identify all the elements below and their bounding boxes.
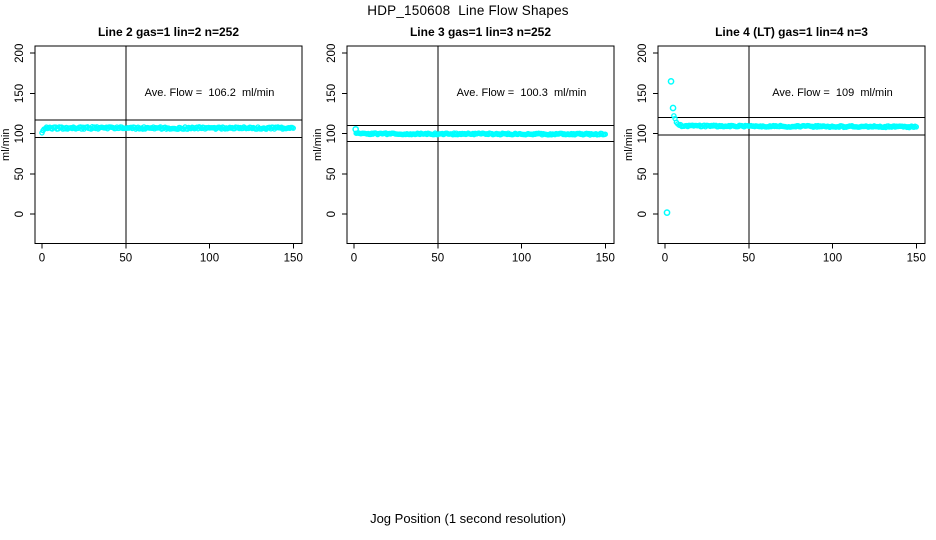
outlier-point — [352, 125, 360, 133]
y-tick-label: 150 — [14, 84, 26, 103]
flow-panel-1: 0 50 100 150 200 ml/min 0 50 100 150 Line 2 gas=1 … — [0, 25, 303, 265]
x-tick-label: 150 — [907, 253, 926, 265]
x-tick-label: 150 — [596, 253, 615, 265]
y-tick-label: 0 — [637, 211, 649, 217]
y-axis-label: ml/min — [623, 129, 635, 161]
x-tick-label: 0 — [39, 253, 45, 265]
ave-flow-annotation: Ave. Flow = 100.3 ml/min — [457, 87, 587, 99]
page-title: HDP_150608 Line Flow Shapes — [367, 3, 569, 18]
plot-box — [657, 45, 926, 244]
x-tick-label: 150 — [284, 253, 303, 265]
y-tick-label: 0 — [326, 211, 338, 217]
x-tick-label: 50 — [431, 253, 444, 265]
x-axis-label: Jog Position (1 second resolution) — [370, 511, 566, 526]
y-tick-label: 200 — [637, 44, 649, 63]
outlier-point — [667, 78, 675, 85]
y-axis-label: ml/min — [0, 129, 12, 161]
x-tick-label: 100 — [200, 253, 219, 265]
y-tick-label: 200 — [14, 44, 26, 63]
data-point — [290, 125, 296, 131]
data-point — [913, 124, 919, 130]
x-tick-label: 50 — [742, 253, 755, 265]
y-tick-label: 100 — [637, 124, 649, 143]
data-point — [602, 131, 608, 137]
plot-box — [346, 45, 615, 244]
flow-panel-2: 0 50 100 150 200 ml/min 0 50 100 150 Line 3 gas=1 … — [312, 25, 615, 265]
x-tick-label: 100 — [512, 253, 531, 265]
y-tick-label: 50 — [637, 168, 649, 181]
data-point — [671, 113, 677, 119]
y-tick-label: 100 — [14, 124, 26, 143]
y-tick-label: 150 — [326, 84, 338, 103]
outlier-point — [669, 104, 677, 112]
flow-panel-3: 0 50 100 150 200 ml/min 0 50 100 150 Line 4 (LT) g… — [623, 25, 926, 265]
plot-box — [34, 45, 303, 244]
x-tick-label: 50 — [119, 253, 132, 265]
y-axis-label: ml/min — [312, 129, 324, 161]
panel-title: Line 4 (LT) gas=1 lin=4 n=3 — [715, 25, 868, 39]
x-tick-label: 100 — [823, 253, 842, 265]
panel-title: Line 3 gas=1 lin=3 n=252 — [410, 25, 551, 39]
outlier-point — [663, 209, 671, 216]
y-tick-label: 150 — [637, 84, 649, 103]
panels-container: 0 50 100 150 200 ml/min 0 50 100 150 Line 2 gas=1 … — [0, 25, 926, 265]
x-tick-label: 0 — [351, 253, 357, 265]
panel-title: Line 2 gas=1 lin=2 n=252 — [98, 25, 239, 39]
x-tick-label: 0 — [662, 253, 668, 265]
ave-flow-annotation: Ave. Flow = 109 ml/min — [772, 87, 893, 99]
y-tick-label: 0 — [14, 211, 26, 217]
y-tick-label: 50 — [14, 168, 26, 181]
y-tick-label: 200 — [326, 44, 338, 63]
y-tick-label: 50 — [326, 168, 338, 181]
y-tick-label: 100 — [326, 124, 338, 143]
ave-flow-annotation: Ave. Flow = 106.2 ml/min — [145, 87, 275, 99]
